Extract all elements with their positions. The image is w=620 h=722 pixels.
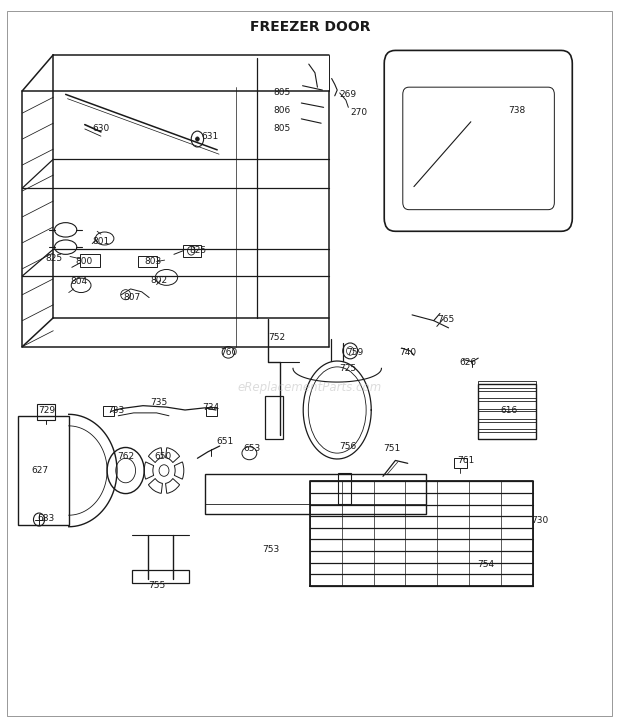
Text: 740: 740 (400, 348, 417, 357)
Bar (478, 391, 536, 399)
Text: 631: 631 (202, 131, 219, 141)
Bar (183, 245, 200, 256)
Text: 752: 752 (268, 334, 285, 342)
Bar (37, 404, 55, 420)
Text: 756: 756 (340, 442, 357, 451)
Bar (338, 474, 352, 504)
Bar (478, 401, 536, 409)
Text: 733: 733 (107, 406, 125, 414)
Text: 738: 738 (508, 105, 526, 115)
Text: 806: 806 (273, 105, 290, 115)
Text: 805: 805 (273, 124, 290, 134)
Bar (478, 381, 536, 388)
Bar (205, 474, 427, 514)
Text: 735: 735 (151, 399, 167, 407)
Text: 765: 765 (437, 315, 454, 323)
Text: 801: 801 (92, 237, 110, 246)
Text: 725: 725 (340, 364, 357, 373)
Text: 683: 683 (38, 513, 55, 523)
Text: 751: 751 (383, 445, 401, 453)
Text: 653: 653 (243, 445, 260, 453)
Bar (18, 416, 69, 526)
Text: 616: 616 (500, 406, 518, 414)
Text: 759: 759 (346, 348, 363, 357)
Bar (453, 458, 467, 468)
Bar (478, 412, 536, 419)
Text: 753: 753 (262, 545, 279, 554)
Text: 807: 807 (123, 293, 140, 302)
Text: 627: 627 (32, 466, 49, 475)
Text: 802: 802 (151, 276, 167, 284)
Bar (478, 384, 536, 439)
Text: 760: 760 (220, 348, 237, 357)
Ellipse shape (195, 137, 199, 142)
Text: 730: 730 (531, 516, 549, 526)
Text: 761: 761 (457, 456, 474, 465)
Text: 626: 626 (459, 358, 477, 367)
Text: 825: 825 (189, 246, 206, 256)
Text: 650: 650 (154, 452, 171, 461)
Text: 630: 630 (92, 124, 110, 134)
Text: 762: 762 (117, 452, 134, 461)
Text: 734: 734 (202, 404, 219, 412)
Bar (265, 396, 283, 439)
Text: 729: 729 (38, 406, 55, 414)
Text: 651: 651 (216, 438, 233, 446)
Text: 805: 805 (273, 88, 290, 97)
Text: 800: 800 (75, 257, 92, 266)
Bar (206, 407, 217, 416)
Text: 803: 803 (144, 257, 161, 266)
Text: 804: 804 (70, 277, 87, 286)
Bar (80, 254, 100, 267)
Text: 825: 825 (45, 254, 63, 264)
Bar (103, 406, 114, 416)
Text: 270: 270 (350, 108, 367, 117)
Bar (478, 422, 536, 429)
Text: eReplacementParts.com: eReplacementParts.com (238, 381, 382, 394)
Bar (478, 432, 536, 439)
Text: 269: 269 (340, 90, 357, 99)
Bar (132, 570, 188, 583)
Text: 754: 754 (477, 560, 494, 569)
Text: 755: 755 (148, 581, 165, 591)
Bar (138, 256, 157, 267)
Text: FREEZER DOOR: FREEZER DOOR (250, 19, 370, 34)
